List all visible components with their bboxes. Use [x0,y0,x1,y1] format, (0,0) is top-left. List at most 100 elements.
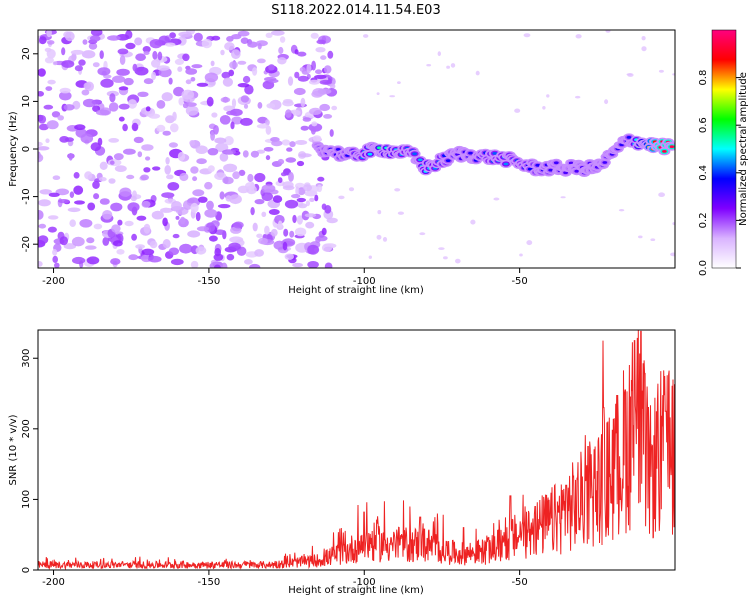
noise-blob [256,149,266,154]
noise-blob [63,104,75,111]
noise-blob [179,216,186,225]
noise-speck [397,211,404,215]
y-tick-label: 0 [21,146,32,152]
noise-blob [143,78,154,85]
noise-blob [168,247,180,256]
noise-blob [230,121,235,130]
noise-blob [172,233,180,239]
noise-blob [127,202,140,212]
noise-blob [323,65,332,74]
noise-blob [321,243,333,252]
noise-blob [284,253,294,260]
noise-blob [317,88,332,95]
noise-blob [277,220,283,229]
colorbar-tick-label: 0.8 [698,70,709,86]
noise-blob [137,91,149,98]
noise-blob [305,200,310,207]
noise-blob [300,125,309,131]
noise-speck [670,252,675,257]
noise-blob [74,65,83,72]
noise-speck [523,33,531,38]
noise-blob [314,194,319,202]
noise-blob [92,180,100,189]
colorbar-gradient [711,29,737,269]
noise-blob [46,40,55,45]
noise-blob [38,261,43,267]
noise-blob [170,123,179,133]
noise-blob [310,126,316,135]
noise-speck [450,63,456,68]
noise-speck [546,94,550,98]
noise-blob [229,194,242,205]
noise-blob [317,176,325,182]
signal-blob [445,159,451,163]
noise-blob [247,173,254,183]
noise-blob [102,210,113,220]
noise-blob [284,199,299,209]
noise-blob [171,201,182,211]
signal-blob [626,136,632,139]
signal-blob [468,151,473,155]
noise-blob [303,184,313,192]
noise-blob [118,116,125,122]
noise-blob [190,260,199,268]
noise-blob [326,217,338,224]
noise-blob [145,106,151,112]
noise-blob [222,149,236,155]
noise-blob [298,153,312,158]
noise-blob [195,246,207,255]
noise-blob [195,211,201,222]
noise-speck [446,65,450,69]
noise-speck [368,255,372,259]
noise-blob [173,86,185,97]
noise-blob [282,241,288,251]
noise-blob [38,123,49,131]
noise-blob [222,77,233,87]
x-tick-label: -100 [353,577,376,588]
noise-blob [250,150,259,158]
noise-blob [306,63,312,74]
noise-speck [618,209,625,212]
noise-blob [88,42,98,50]
noise-blob [237,83,250,88]
noise-blob [237,30,250,37]
noise-speck [348,187,355,192]
noise-blob [97,67,111,76]
noise-blob [240,37,249,44]
y-tick-label: -10 [21,188,32,204]
signal-blob [548,168,554,172]
noise-blob [287,76,294,86]
noise-blob [133,136,144,144]
noise-blob [61,60,75,68]
noise-blob [85,245,97,250]
noise-speck [514,108,521,113]
noise-blob [286,147,293,152]
y-tick-label: 0 [21,567,32,573]
noise-speck [627,73,634,77]
noise-blob [224,136,234,146]
noise-blob [124,220,134,227]
noise-blob [92,62,100,68]
noise-blob [289,141,296,148]
noise-blob [214,172,227,181]
signal-blob [492,152,498,155]
noise-blob [295,140,308,145]
noise-blob [213,253,224,261]
noise-blob [51,111,61,118]
noise-blob [78,59,86,66]
noise-blob [285,157,297,163]
noise-blob [99,198,110,205]
noise-blob [125,42,136,50]
noise-blob [207,148,219,156]
noise-blob [48,192,60,197]
noise-speck [397,81,401,84]
spectrogram-x-ticks: -200 -150 -100 -50 [42,268,528,287]
noise-blob [240,117,253,126]
noise-blob [93,193,100,200]
noise-speck [377,210,382,215]
noise-blob [320,55,327,60]
noise-blob [257,102,263,109]
noise-blob [118,103,130,110]
noise-blob [289,230,295,238]
